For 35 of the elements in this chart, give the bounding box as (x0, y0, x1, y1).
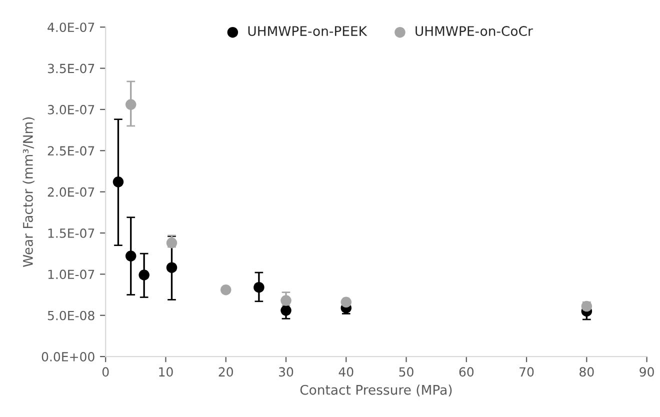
point (254, 282, 264, 293)
y-tick-label: 2.0E-07 (48, 187, 94, 197)
x-tick-label: 10 (159, 367, 173, 377)
x-tick-label: 40 (338, 367, 354, 377)
y-tick-label: 1.0E-07 (48, 270, 94, 280)
x-tick-label: 60 (459, 367, 474, 377)
x-tick-label: 30 (279, 367, 294, 377)
y-tick-label: 4.0E-07 (48, 22, 94, 32)
x-tick-label: 70 (520, 367, 534, 377)
y-tick-label: 2.5E-07 (48, 146, 94, 156)
y-tick-label: 1.5E-07 (48, 228, 94, 238)
point (125, 250, 136, 262)
point (280, 295, 292, 306)
legend-label: UHMWPE-on-PEEK (248, 26, 368, 36)
point (340, 296, 352, 308)
point (220, 284, 232, 296)
x-tick-label: 50 (399, 367, 414, 377)
point (166, 238, 178, 248)
y-tick-label: 3.5E-07 (48, 64, 94, 74)
legend-label: UHMWPE-on-CoCr (416, 26, 533, 36)
x-tick-label: 80 (580, 367, 594, 377)
y-axis-title: Wear Factor (mm³/Nm) (22, 117, 34, 267)
x-tick-label: 90 (640, 367, 654, 377)
point (581, 300, 592, 312)
point (166, 262, 178, 273)
x-tick-label: 20 (218, 367, 233, 377)
y-tick-label: 5.0E-08 (48, 310, 94, 320)
x-axis-title: Contact Pressure (MPa) (300, 384, 452, 396)
x-tick-label: 0 (102, 367, 109, 377)
point (280, 305, 292, 316)
point (112, 176, 124, 188)
point (138, 270, 150, 280)
point (125, 99, 136, 110)
y-tick-label: 3.0E-07 (48, 104, 94, 114)
y-tick-label: 0.0E+00 (42, 352, 94, 362)
